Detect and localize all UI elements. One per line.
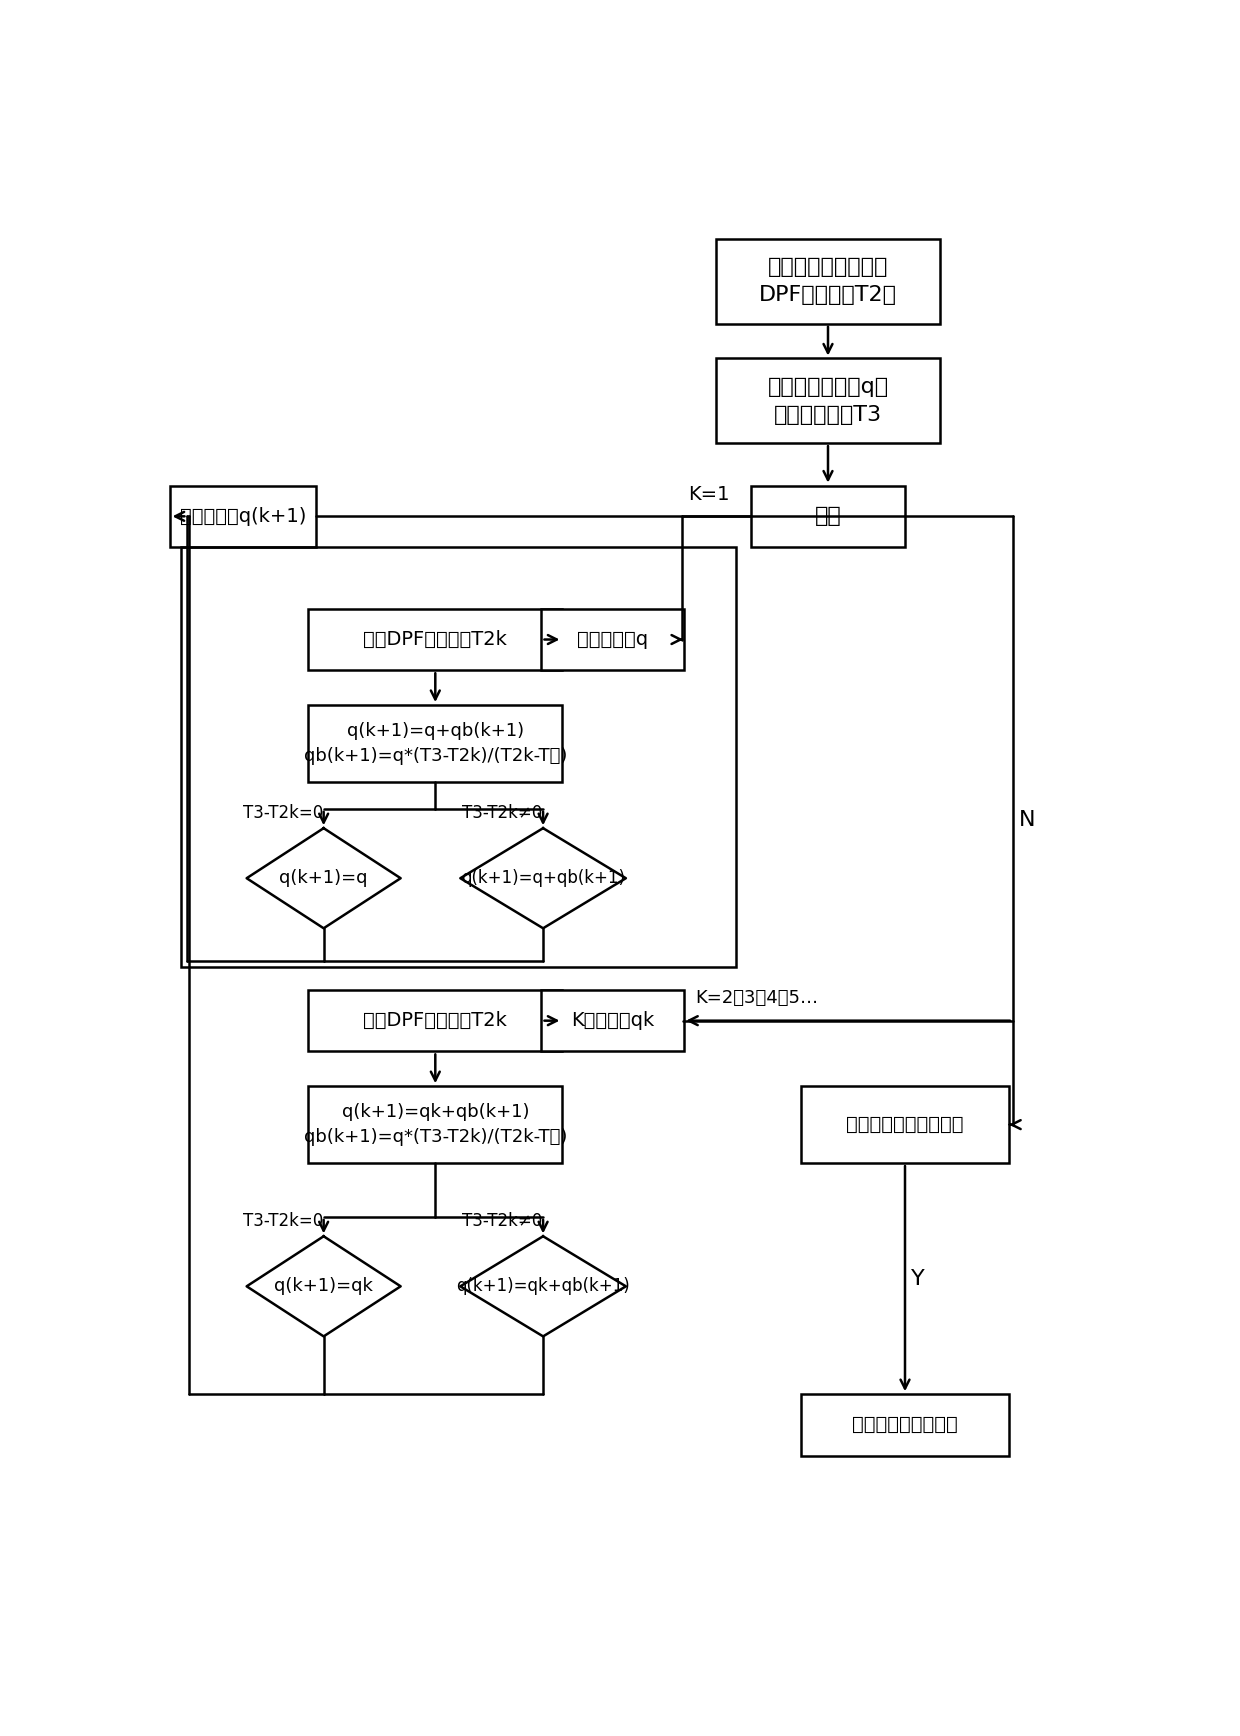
Bar (541, 990, 683, 1052)
Text: N: N (1019, 811, 1035, 830)
Bar (717, 358, 940, 443)
Text: 触发再生控制，读取
DPF入口温度T2原: 触发再生控制，读取 DPF入口温度T2原 (759, 257, 897, 306)
Text: K=2，3，4，5…: K=2，3，4，5… (694, 988, 818, 1007)
Text: T3-T2k=0: T3-T2k=0 (243, 804, 324, 821)
Text: T3-T2k=0: T3-T2k=0 (243, 1212, 324, 1229)
Bar (801, 1087, 1009, 1163)
Bar (309, 609, 563, 670)
Text: Y: Y (911, 1269, 925, 1288)
Polygon shape (460, 828, 626, 929)
Bar (717, 240, 940, 325)
Text: 停止喷油，结束再生: 停止喷油，结束再生 (852, 1415, 957, 1434)
Text: 下次喷油量q(k+1): 下次喷油量q(k+1) (180, 507, 306, 526)
Bar (309, 705, 563, 781)
Polygon shape (247, 1236, 401, 1337)
Text: q(k+1)=qk+qb(k+1): q(k+1)=qk+qb(k+1) (456, 1278, 630, 1295)
Bar (170, 486, 316, 547)
Bar (309, 1087, 563, 1163)
Text: K次喷油量qk: K次喷油量qk (570, 1010, 653, 1029)
Text: q(k+1)=q+qb(k+1)
qb(k+1)=q*(T3-T2k)/(T2k-T原): q(k+1)=q+qb(k+1) qb(k+1)=q*(T3-T2k)/(T2k… (304, 722, 567, 766)
Text: 读取DPF入口温度T2k: 读取DPF入口温度T2k (363, 1010, 507, 1029)
Text: T3-T2k≠0: T3-T2k≠0 (463, 1212, 543, 1229)
Text: 喷油: 喷油 (815, 507, 842, 526)
Bar (751, 486, 905, 547)
Text: T3-T2k≠0: T3-T2k≠0 (463, 804, 543, 821)
Bar (541, 609, 683, 670)
Text: 设定初始喷油量q、
入口目标温度T3: 设定初始喷油量q、 入口目标温度T3 (768, 377, 889, 425)
Text: 初始喷油量q: 初始喷油量q (577, 630, 649, 649)
Text: q(k+1)=qk: q(k+1)=qk (274, 1278, 373, 1295)
Text: K=1: K=1 (688, 486, 729, 503)
Text: q(k+1)=q+qb(k+1): q(k+1)=q+qb(k+1) (461, 870, 625, 887)
Polygon shape (247, 828, 401, 929)
Bar (181, 547, 735, 967)
Text: 读取DPF入口温度T2k: 读取DPF入口温度T2k (363, 630, 507, 649)
Text: q(k+1)=qk+qb(k+1)
qb(k+1)=q*(T3-T2k)/(T2k-T原): q(k+1)=qk+qb(k+1) qb(k+1)=q*(T3-T2k)/(T2… (304, 1102, 567, 1146)
Polygon shape (460, 1236, 626, 1337)
Bar (309, 990, 563, 1052)
Text: q(k+1)=q: q(k+1)=q (279, 870, 368, 887)
Text: 是否满足再生结束条件: 是否满足再生结束条件 (846, 1115, 963, 1134)
Bar (801, 1394, 1009, 1457)
